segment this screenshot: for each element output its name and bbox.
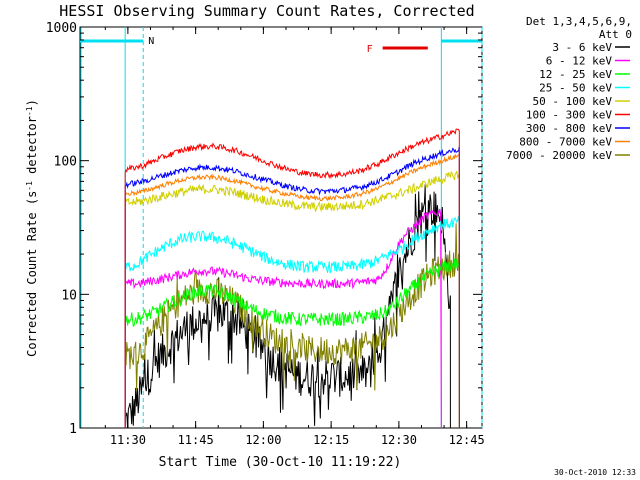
- y-tick-label-1: 1: [69, 422, 77, 437]
- x-tick-label-4: 12:15: [313, 433, 349, 447]
- y-tick-label-3: 100: [54, 155, 77, 170]
- y-axis-label: Corrected Count Rate (s-1 detector-1): [25, 99, 40, 357]
- x-tick-label-5: 12:30: [381, 433, 417, 447]
- legend-entry-3: 12 - 25 keV: [539, 68, 612, 81]
- series-line-6-to-12keV: [124, 208, 442, 429]
- y-axis-label-sup-1: -1: [25, 181, 34, 191]
- series-line-12-to-25keV: [124, 256, 460, 429]
- series-line-3-to-6keV: [124, 184, 451, 429]
- series-line-25-to-50keV: [124, 216, 460, 429]
- timestamp: 30-Oct-2010 12:33: [554, 468, 636, 477]
- legend-header-line-2: Att 0: [599, 28, 632, 41]
- series-line-50-to-100keV: [124, 170, 460, 429]
- legend-entry-5: 50 - 100 keV: [533, 95, 613, 108]
- legend-header-line-1: Det 1,3,4,5,6,9,: [526, 15, 632, 28]
- legend-entry-1: 3 - 6 keV: [552, 41, 612, 54]
- axis-ticks: 11:30 11:45 12:00 12:15 12:30 12:45 1 10 100 1000: [46, 21, 485, 447]
- legend-entry-6: 100 - 300 keV: [526, 109, 612, 122]
- series-line-7000-to-20000keV: [124, 223, 460, 429]
- legend-entry-7: 300 - 800 keV: [526, 122, 612, 135]
- legend-entry-4: 25 - 50 keV: [539, 82, 612, 95]
- plot-frame: [79, 26, 483, 429]
- legend-entry-2: 6 - 12 keV: [546, 55, 613, 68]
- x-tick-label-6: 12:45: [449, 433, 485, 447]
- y-axis-label-part-3: ): [25, 99, 39, 106]
- night-label: N: [148, 36, 154, 47]
- chart-title: HESSI Observing Summary Count Rates, Cor…: [59, 2, 474, 20]
- series-line-100-to-300keV: [124, 128, 460, 429]
- series-line-300-to-800keV: [124, 146, 460, 429]
- legend-entry-8: 800 - 7000 keV: [519, 136, 612, 149]
- x-tick-label-1: 11:30: [110, 433, 146, 447]
- y-axis-label-sup-2: -1: [25, 106, 34, 116]
- y-tick-label-2: 10: [61, 288, 77, 303]
- x-axis-label: Start Time (30-Oct-10 11:19:22): [159, 455, 402, 470]
- legend-entry-9: 7000 - 20000 keV: [506, 149, 612, 162]
- flare-label: F: [367, 44, 373, 55]
- x-tick-label-2: 11:45: [178, 433, 214, 447]
- y-axis-label-part-1: Corrected Count Rate (s: [25, 191, 39, 357]
- series-line-800-to-7000keV: [124, 153, 460, 429]
- x-tick-label-3: 12:00: [245, 433, 281, 447]
- y-tick-label-4: 1000: [46, 21, 77, 36]
- series-layer: [124, 128, 460, 429]
- y-axis-label-part-2: detector: [25, 116, 39, 181]
